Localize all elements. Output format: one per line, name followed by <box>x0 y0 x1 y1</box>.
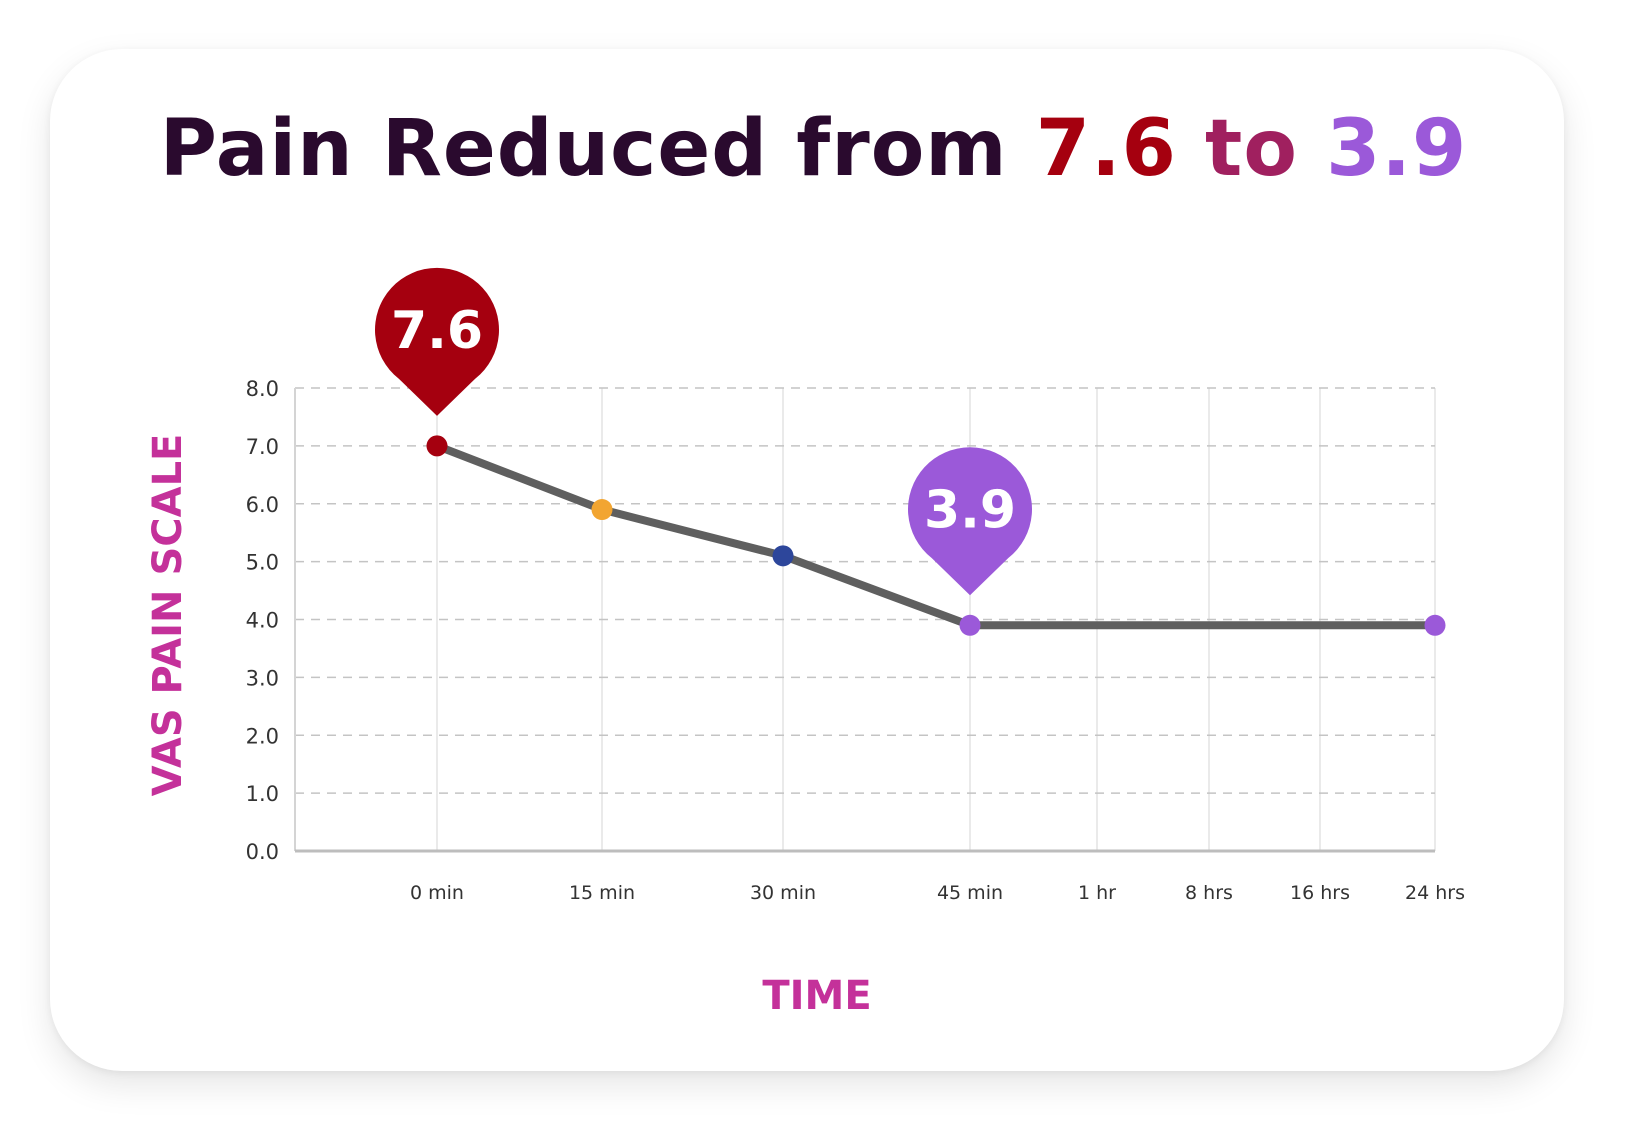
x-tick-label: 24 hrs <box>1405 882 1465 904</box>
data-point <box>1424 614 1446 636</box>
title-prefix: Pain Reduced from <box>159 104 1036 194</box>
grid-lines <box>295 387 1436 851</box>
callout-pin <box>374 267 499 416</box>
x-tick-label: 0 min <box>410 882 464 904</box>
callout-pin <box>907 447 1032 596</box>
callout-value: 7.6 <box>391 301 483 361</box>
y-tick-label: 8.0 <box>246 377 279 401</box>
data-point <box>959 614 981 636</box>
x-tick-label: 45 min <box>937 882 1003 904</box>
x-tick-labels: 0 min 15 min 30 min 45 min 1 hr 8 hrs 16 hrs 24… <box>410 882 1465 904</box>
value-callouts: 7.6 3.9 <box>374 267 1032 596</box>
x-tick-label: 15 min <box>569 882 635 904</box>
title-start-value: 7.6 <box>1035 104 1177 194</box>
chart-card <box>50 49 1564 1071</box>
data-point <box>772 545 794 567</box>
x-tick-label: 30 min <box>750 882 816 904</box>
y-tick-label: 4.0 <box>246 609 279 633</box>
data-markers <box>426 435 1446 636</box>
data-point <box>426 435 448 457</box>
title-connector: to <box>1176 104 1327 194</box>
data-point <box>591 499 613 521</box>
y-tick-label: 6.0 <box>246 493 279 517</box>
series-polyline <box>433 441 1439 630</box>
axes <box>294 388 1435 853</box>
title-end-value: 3.9 <box>1326 104 1468 194</box>
chart-title: Pain Reduced from 7.6 to 3.9 <box>0 104 1627 194</box>
y-tick-label: 0.0 <box>246 840 279 864</box>
x-tick-label: 1 hr <box>1078 882 1116 904</box>
y-tick-label: 2.0 <box>246 724 279 748</box>
y-axis-label: VAS PAIN SCALE <box>145 434 191 797</box>
y-tick-label: 5.0 <box>246 551 279 575</box>
callout-value: 3.9 <box>924 480 1016 540</box>
x-tick-label: 16 hrs <box>1290 882 1350 904</box>
y-tick-label: 7.0 <box>246 435 279 459</box>
y-tick-label: 3.0 <box>246 666 279 690</box>
x-axis-label: TIME <box>762 973 871 1019</box>
y-tick-label: 1.0 <box>246 782 279 806</box>
series-line <box>433 441 1439 630</box>
x-tick-label: 8 hrs <box>1185 882 1233 904</box>
y-tick-labels: 0.0 1.0 2.0 3.0 4.0 5.0 6.0 7.0 8.0 <box>246 377 279 864</box>
